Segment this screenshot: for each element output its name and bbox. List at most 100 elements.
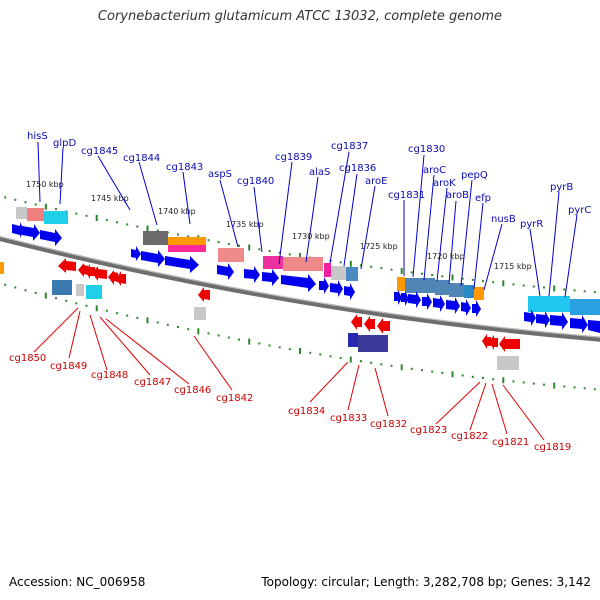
tick-mark [156,229,159,232]
tick-mark [512,283,515,286]
tick-mark [85,304,88,307]
tick-mark [563,288,566,291]
gene-label: cg1819 [534,442,571,453]
tick-mark [370,361,373,364]
scale-label: 1750 kbp [26,180,64,189]
tick-mark [329,355,332,358]
tick-mark [492,281,495,284]
gene-label: cg1846 [174,385,211,396]
tick-mark [400,364,403,371]
tick-mark [461,374,464,377]
tick-mark [339,356,342,359]
tick-mark [207,239,210,242]
tick-mark [55,208,57,211]
tick-mark [197,328,200,335]
gene-label: aroC [423,165,446,176]
tick-mark [441,371,444,374]
gene-label: cg1832 [370,419,407,430]
gene-label: cg1834 [288,406,325,417]
feature-bars-bottom [0,262,519,370]
reverse-genes [58,258,520,352]
tick-mark [258,248,261,251]
tick-mark [14,198,17,201]
tick-mark [146,225,149,232]
gene-label: cg1843 [166,162,203,173]
gene-label: aspS [208,169,232,180]
gene-label: alaS [309,167,330,178]
forward-genes [12,222,600,333]
tick-mark [400,268,403,274]
tick-mark [187,328,190,331]
gene-label: efp [475,193,491,204]
tick-mark [85,214,88,217]
gene-label: cg1850 [9,353,46,364]
tick-mark [451,371,454,378]
tick-mark [319,353,322,356]
tick-mark [482,377,484,379]
tick-mark [248,244,251,251]
tick-mark [187,235,190,238]
tick-mark [126,314,129,317]
tick-mark [410,367,413,370]
tick-mark [268,250,271,252]
tick-mark [34,203,37,206]
tick-mark [126,223,129,226]
tick-mark [522,284,525,287]
tick-mark [380,267,383,270]
tick-mark [156,321,159,324]
tick-mark [24,289,27,292]
tick-mark [227,242,230,245]
gene-label: pyrC [568,205,591,216]
tick-mark [543,383,545,386]
tick-mark [116,221,118,224]
tick-mark [136,316,139,319]
tick-mark [583,290,586,293]
feature-bars-top [16,207,600,315]
tick-mark [166,323,169,326]
tick-mark [75,212,78,215]
tick-mark [116,312,118,315]
tick-mark [410,271,413,274]
tick-mark [573,289,576,292]
gene-label: cg1823 [410,425,447,436]
gene-label: cg1847 [134,377,171,388]
gene-label: pepQ [461,170,488,181]
tick-mark [431,274,434,276]
gene-label: pyrB [550,182,573,193]
tick-mark [24,201,27,204]
scale-label: 1730 kbp [292,232,330,241]
tick-mark [75,302,78,305]
gene-label: cg1831 [388,190,425,201]
tick-mark [278,346,281,349]
tick-mark [258,342,261,345]
tick-mark [360,360,362,363]
tick-mark [461,277,464,280]
gene-label: cg1840 [237,176,274,187]
tick-mark [522,381,525,384]
tick-mark [4,283,7,286]
scale-label: 1720 kbp [427,252,465,261]
tick-mark [593,291,596,294]
gene-label: hisS [27,131,48,142]
tick-mark [278,251,281,254]
tick-mark [288,348,291,351]
tick-mark [44,203,47,210]
gene-label: pyrR [520,219,543,230]
tick-mark [370,265,373,268]
tick-mark [502,280,505,287]
tick-mark [390,268,393,271]
bottom-leader-lines [33,307,545,441]
tick-mark [288,253,291,256]
tick-mark [177,233,179,236]
gene-label: aroB [446,190,469,201]
tick-mark [502,377,505,384]
tick-mark [339,261,342,264]
gene-label: cg1822 [451,431,488,442]
tick-mark [14,286,17,289]
tick-mark [105,309,108,312]
tick-mark [583,387,586,390]
tick-mark [217,241,220,244]
tick-mark [512,380,515,383]
top-leader-lines [37,141,578,298]
